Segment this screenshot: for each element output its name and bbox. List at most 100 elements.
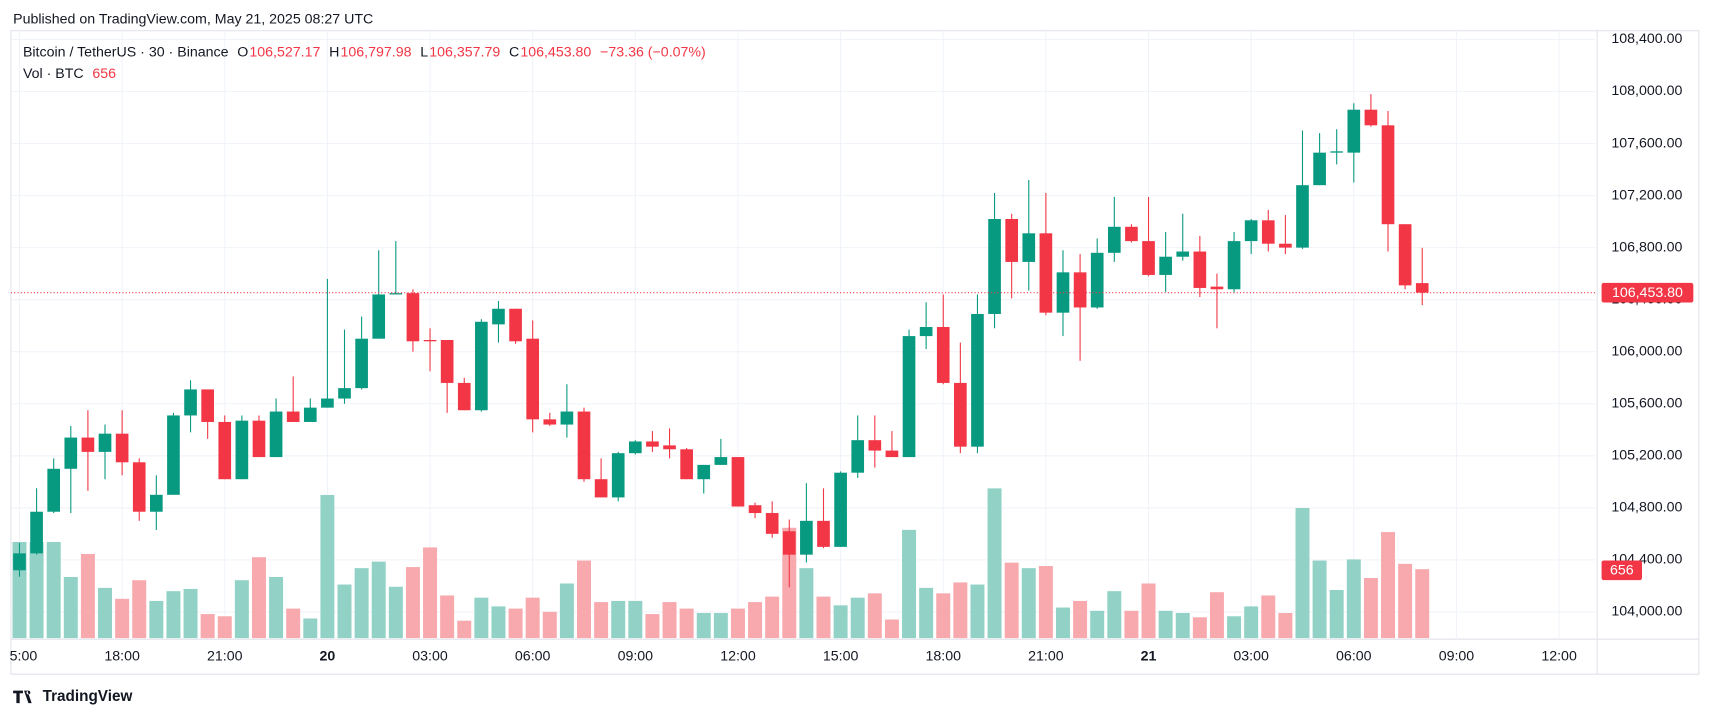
candle-body [577,411,591,480]
candle-body [697,464,711,480]
candle-body [1347,109,1361,153]
candle-body [543,419,557,425]
volume-bar [1381,532,1396,639]
volume-bar [953,582,968,639]
legend-ohlc-prefix: C [509,44,519,60]
volume-bar [217,616,232,639]
legend-volume-name: Vol · BTC [23,66,84,82]
volume-bar [799,568,814,639]
volume-bars [12,488,1430,639]
candle-body [800,520,813,555]
candle-body [457,382,471,411]
volume-bar [970,584,985,639]
brand: TradingView [13,688,132,705]
candle-body [1279,243,1292,248]
price-tick-label: 108,000.00 [1611,83,1682,99]
candle-body [64,437,78,469]
volume-bar [611,600,626,639]
legend-ohlc-prefix: L [420,44,428,60]
candle-body [1210,286,1224,290]
candle-body [646,441,659,447]
time-tick-label: 21:00 [1028,648,1064,664]
candle-body [355,338,368,389]
candle-body [1107,226,1121,253]
candle-body [475,321,488,411]
candle-body [1073,272,1087,308]
candle-body [1142,241,1155,275]
volume-bar [149,600,164,639]
candle-body [184,389,197,416]
candle-body [338,388,351,399]
volume-bar [354,568,369,639]
volume-bar [1073,600,1088,639]
candle-body [492,308,505,325]
legend-ohlc-prefix: H [329,44,339,60]
candle-body [81,437,95,452]
last-price-label: 106,453.80 [1612,285,1683,301]
candle-body [902,336,916,458]
volume-bar [80,553,95,639]
price-axis-labels: 104,000.00104,400.00104,800.00105,200.00… [1611,31,1682,619]
candle-body [167,415,180,495]
legend-volume-value: 656 [92,66,116,82]
candle-body [628,441,642,454]
candle-body [98,433,112,452]
volume-bar [628,600,643,639]
candle-body [680,449,693,480]
time-tick-label: 03:00 [412,648,448,664]
candle-body [1125,226,1138,242]
volume-badge [1601,560,1642,581]
candle-body [885,450,899,458]
volume-bar [1107,591,1122,639]
volume-bar [29,541,44,639]
time-tick-label: 12:00 [720,648,756,664]
price-tick-label: 104,000.00 [1611,604,1682,620]
candle-body [218,421,232,480]
volume-bar [713,613,728,639]
volume-bar [1209,592,1224,639]
candle-body [1244,220,1258,242]
volume-bar [1038,566,1053,639]
volume-bar [115,598,130,639]
volume-bar [833,605,848,639]
volume-bar [1192,617,1207,639]
volume-bar [645,614,660,639]
volume-bar [936,593,951,639]
time-tick-label: 09:00 [618,648,654,664]
price-tick-label: 106,000.00 [1611,343,1682,359]
candle-body [509,308,522,342]
candle-body [1330,151,1344,153]
volume-bar [1056,607,1070,639]
volume-bar [542,611,557,639]
volume-bar [902,529,917,639]
volume-bar [508,608,523,639]
volume-bar [63,576,78,639]
volume-value-label: 656 [1610,563,1634,579]
candle-body [988,218,1001,314]
volume-bar [405,567,420,639]
volume-bar [1398,563,1413,639]
candle-body [1176,251,1190,257]
time-tick-label: 15:00 [823,648,859,664]
legend-symbol: Bitcoin / TetherUS · 30 · Binance [23,44,229,60]
price-tick-label: 108,400.00 [1611,31,1682,47]
volume-bar [696,613,711,639]
volume-bar [371,561,386,639]
volume-bar [491,606,506,639]
volume-bar [1004,562,1019,639]
candle-body [560,411,574,425]
candle-body [47,468,61,512]
volume-bar [269,576,284,639]
candle-body [834,472,847,547]
volume-bar [1175,613,1190,639]
price-tick-label: 107,600.00 [1611,135,1682,151]
volume-bar [440,595,455,639]
volume-bar [320,494,335,639]
candle-body [714,457,728,465]
volume-bar [1278,613,1293,639]
volume-bar [423,547,438,639]
legend-ohlc-value: 106,797.98 [340,44,411,60]
volume-bar [98,587,112,639]
